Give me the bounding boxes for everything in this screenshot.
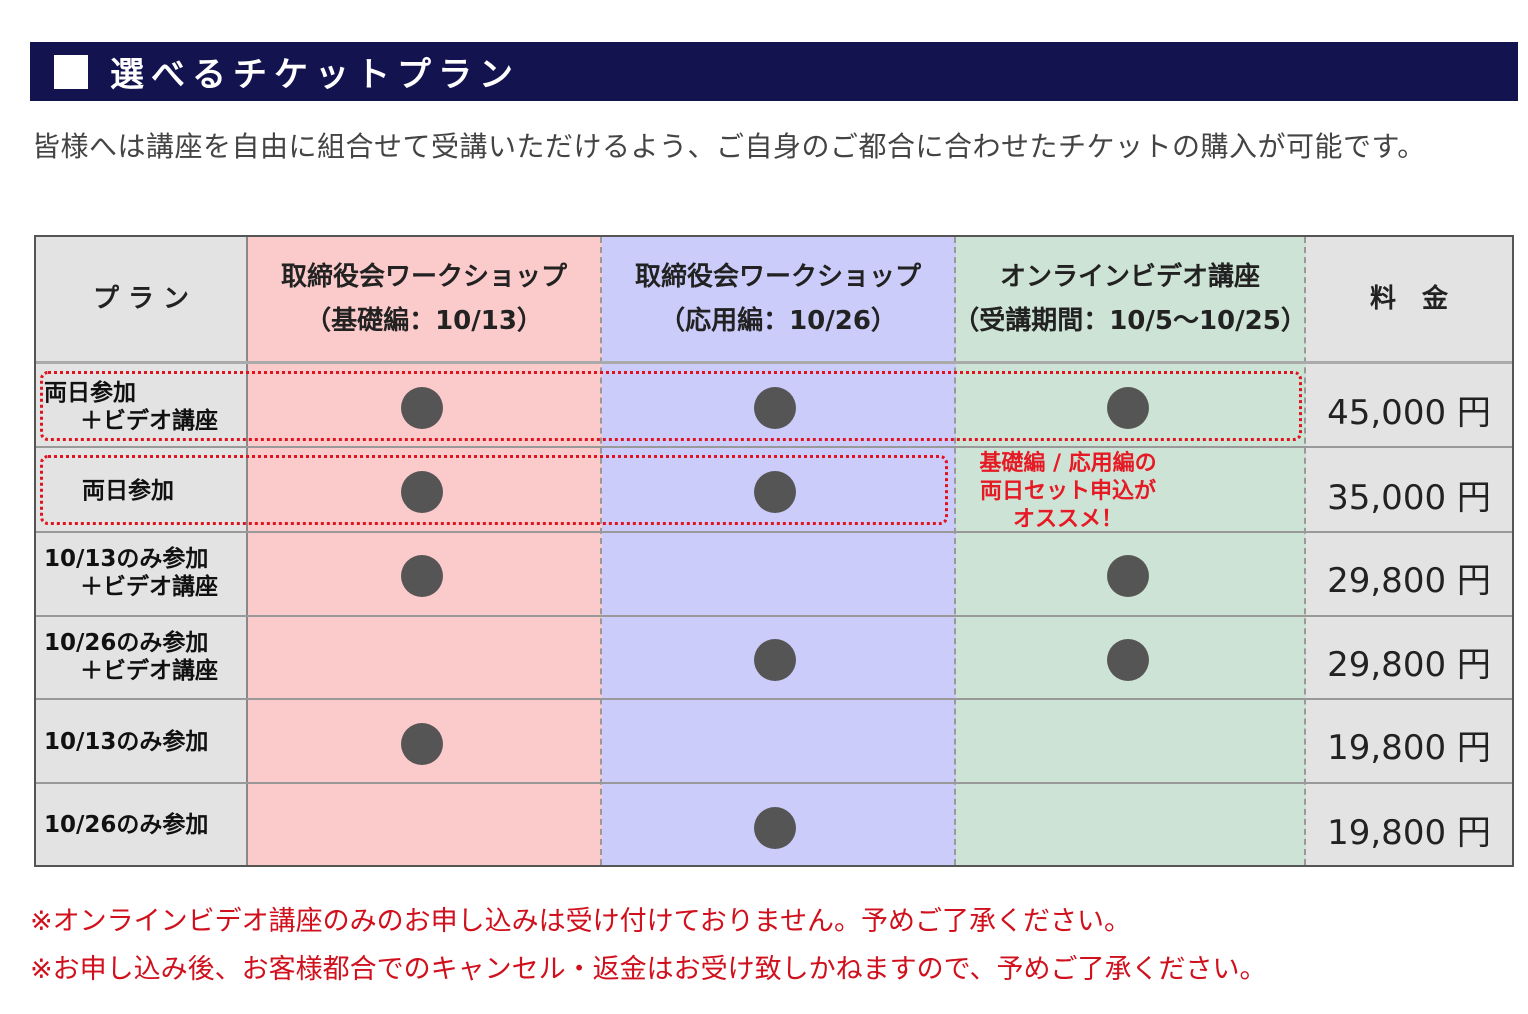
included-dot: [1107, 387, 1149, 429]
included-dot: [754, 387, 796, 429]
header-advanced-workshop: 取締役会ワークショップ （応用編：10/26）: [634, 262, 921, 336]
price-value: 35,000 円: [1327, 478, 1491, 518]
section-title: 選べるチケットプラン: [110, 55, 520, 95]
recommended-highlight: [40, 455, 948, 525]
header-price: 料 金: [1369, 284, 1448, 314]
advanced-column: [602, 237, 956, 865]
price-value: 45,000 円: [1327, 393, 1491, 433]
header-basic-workshop: 取締役会ワークショップ （基礎編：10/13）: [280, 262, 567, 336]
row-label: 両日参加: [82, 478, 174, 504]
video-column: [956, 237, 1306, 865]
square-icon: [54, 54, 88, 89]
recommended-highlight: [40, 371, 1302, 441]
included-dot: [401, 555, 443, 597]
row-label: 10/13のみ参加: [44, 729, 209, 755]
recommend-note: 基礎編 / 応用編の 両日セット申込が オススメ！: [979, 451, 1157, 532]
header-plan: プ ラ ン: [92, 284, 190, 314]
plan-column: [36, 237, 248, 865]
row-label: 10/26のみ参加: [44, 812, 209, 838]
notes: ※オンラインビデオ講座のみのお申し込みは受け付けておりません。予めご了承ください…: [30, 898, 1267, 994]
note-no-refund: ※お申し込み後、お客様都合でのキャンセル・返金はお受け致しかねますので、予めご了…: [30, 954, 1267, 985]
included-dot: [401, 471, 443, 513]
included-dot: [1107, 555, 1149, 597]
header-online-video: オンラインビデオ講座 （受講期間：10/5〜10/25）: [953, 262, 1307, 336]
row-label: 10/13のみ参加 ＋ビデオ講座: [44, 546, 218, 600]
included-dot: [754, 471, 796, 513]
price-column: [1306, 237, 1512, 865]
price-value: 19,800 円: [1327, 813, 1491, 853]
price-value: 19,800 円: [1327, 728, 1491, 768]
included-dot: [754, 807, 796, 849]
intro-text: 皆様へは講座を自由に組合せて受講いただけるよう、ご自身のご都合に合わせたチケット…: [32, 130, 1426, 163]
included-dot: [401, 387, 443, 429]
ticket-plan-table: プ ラ ン 取締役会ワークショップ （基礎編：10/13） 取締役会ワークショッ…: [34, 235, 1514, 867]
included-dot: [754, 639, 796, 681]
row-label: 10/26のみ参加 ＋ビデオ講座: [44, 630, 218, 684]
price-value: 29,800 円: [1327, 645, 1491, 685]
section-header: 選べるチケットプラン: [30, 42, 1518, 101]
included-dot: [401, 723, 443, 765]
note-no-video-only: ※オンラインビデオ講座のみのお申し込みは受け付けておりません。予めご了承ください…: [30, 906, 1132, 937]
price-value: 29,800 円: [1327, 561, 1491, 601]
row-label: 両日参加 ＋ビデオ講座: [44, 380, 218, 434]
included-dot: [1107, 639, 1149, 681]
